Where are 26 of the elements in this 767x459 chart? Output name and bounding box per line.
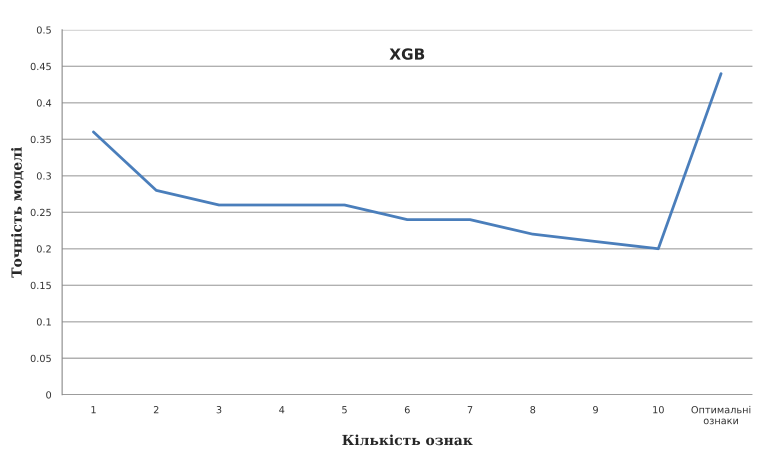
y-tick-label: 0.45	[30, 62, 51, 70]
y-tick-label: 0.25	[30, 208, 51, 216]
x-axis-title: Кількість ознак	[342, 434, 473, 446]
x-tick-label: 10	[653, 406, 664, 414]
x-tick-label: 6	[404, 406, 410, 414]
x-tick-label: 9	[593, 406, 598, 414]
x-tick-label: Оптимальні ознаки	[691, 406, 750, 424]
x-tick-label: 8	[530, 406, 536, 414]
x-tick-label: 7	[468, 406, 472, 414]
y-axis-title: Точність моделі	[11, 147, 24, 278]
text: XGB	[390, 48, 424, 60]
y-tick-label: 0.35	[30, 136, 51, 144]
y-tick-label: 0.05	[30, 354, 51, 362]
x-tick-label: 1	[91, 406, 96, 414]
y-tick-label: 0	[46, 391, 52, 399]
y-tick-label: 0.15	[30, 282, 51, 290]
x-tick-label: 4	[279, 406, 284, 414]
line-series	[92, 72, 722, 250]
x-tick-label: 5	[342, 406, 347, 414]
y-tick-label: 0.5	[36, 26, 51, 34]
y-tick-label: 0.4	[36, 99, 52, 107]
x-tick-label: 3	[216, 406, 222, 414]
y-tick-label: 0.3	[36, 172, 51, 180]
x-tick-label: 2	[154, 406, 158, 414]
y-tick-label: 0.2	[36, 245, 51, 253]
y-tick-label: 0.1	[36, 318, 51, 326]
